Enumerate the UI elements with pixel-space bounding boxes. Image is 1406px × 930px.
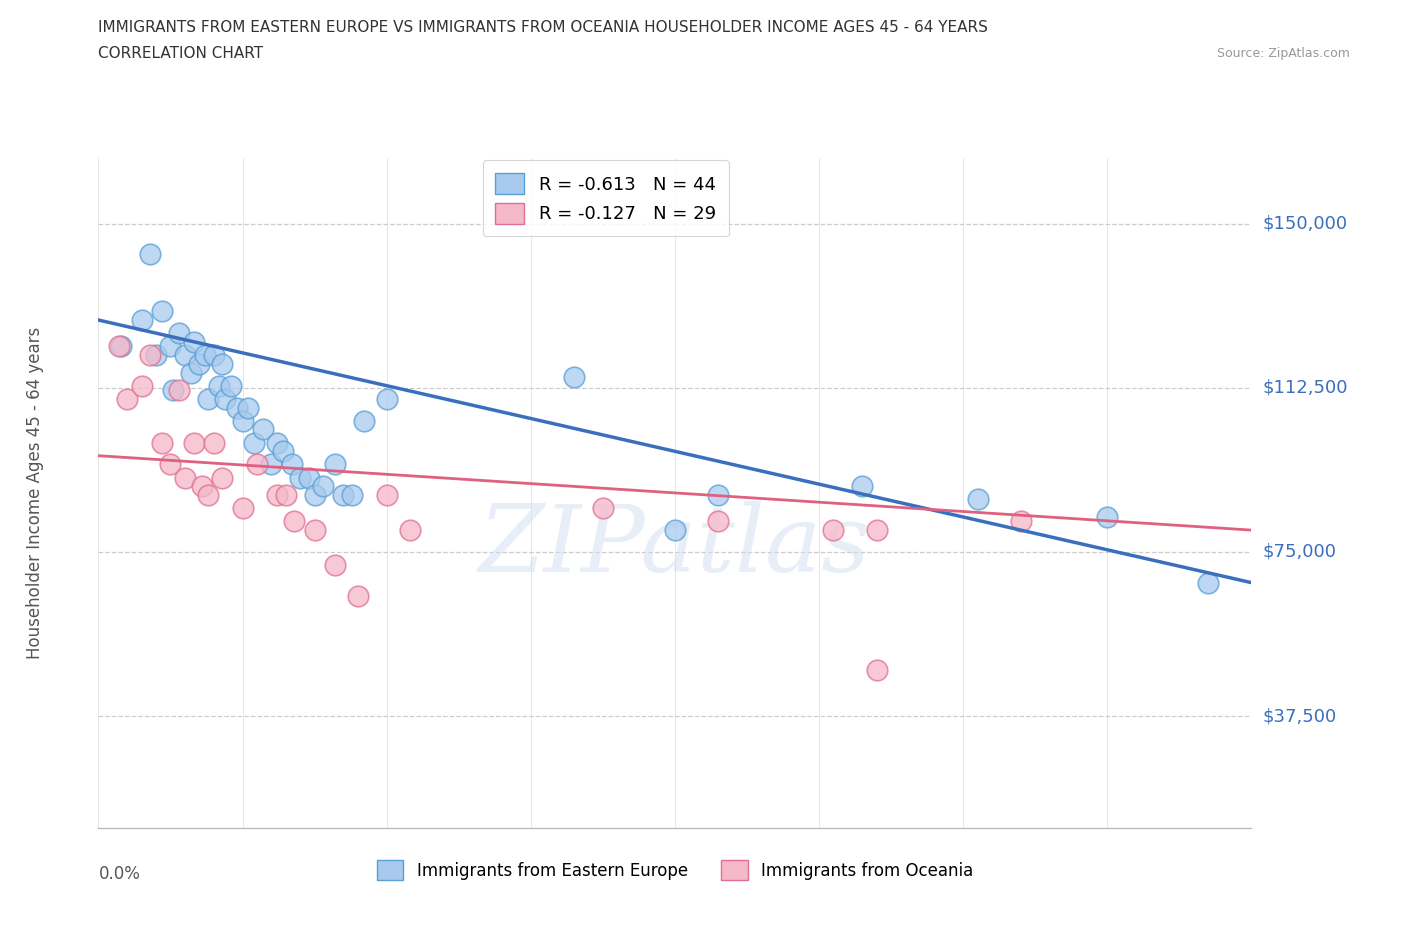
- Point: [159, 457, 181, 472]
- Point: [280, 457, 302, 472]
- Point: [162, 382, 184, 397]
- Text: ZIPatlas: ZIPatlas: [479, 501, 870, 591]
- Text: 0.0%: 0.0%: [98, 865, 141, 883]
- Point: [271, 444, 294, 458]
- Point: [304, 523, 326, 538]
- Point: [214, 392, 236, 406]
- Point: [266, 435, 288, 450]
- Point: [131, 312, 153, 327]
- Point: [211, 356, 233, 371]
- Point: [266, 487, 288, 502]
- Point: [243, 435, 266, 450]
- Point: [225, 400, 247, 415]
- Point: [283, 514, 305, 529]
- Point: [304, 487, 326, 502]
- Text: $150,000: $150,000: [1263, 215, 1348, 232]
- Point: [332, 487, 354, 502]
- Point: [202, 348, 225, 363]
- Point: [188, 356, 211, 371]
- Point: [117, 392, 138, 406]
- Text: Source: ZipAtlas.com: Source: ZipAtlas.com: [1216, 46, 1350, 60]
- Text: $37,500: $37,500: [1263, 707, 1337, 725]
- Text: CORRELATION CHART: CORRELATION CHART: [98, 46, 263, 61]
- Point: [823, 523, 845, 538]
- Point: [346, 589, 368, 604]
- Point: [150, 435, 173, 450]
- Text: IMMIGRANTS FROM EASTERN EUROPE VS IMMIGRANTS FROM OCEANIA HOUSEHOLDER INCOME AGE: IMMIGRANTS FROM EASTERN EUROPE VS IMMIGR…: [98, 20, 988, 35]
- Point: [107, 339, 129, 353]
- Point: [1197, 575, 1219, 590]
- Point: [180, 365, 202, 380]
- Point: [851, 479, 873, 494]
- Point: [966, 492, 988, 507]
- Point: [866, 663, 889, 678]
- Point: [145, 348, 167, 363]
- Point: [707, 514, 730, 529]
- Point: [252, 422, 274, 437]
- Point: [562, 369, 585, 384]
- Point: [238, 400, 260, 415]
- Point: [260, 457, 283, 472]
- Point: [150, 304, 173, 319]
- Point: [340, 487, 363, 502]
- Point: [375, 392, 398, 406]
- Point: [183, 335, 205, 350]
- Point: [1010, 514, 1032, 529]
- Point: [323, 457, 346, 472]
- Point: [353, 413, 375, 428]
- Text: $75,000: $75,000: [1263, 543, 1337, 561]
- Point: [398, 523, 420, 538]
- Point: [274, 487, 297, 502]
- Point: [139, 247, 162, 262]
- Point: [592, 500, 614, 515]
- Point: [664, 523, 686, 538]
- Point: [110, 339, 132, 353]
- Point: [167, 382, 190, 397]
- Point: [202, 435, 225, 450]
- Point: [231, 413, 254, 428]
- Point: [183, 435, 205, 450]
- Point: [219, 379, 242, 393]
- Point: [866, 523, 889, 538]
- Point: [208, 379, 231, 393]
- Point: [194, 348, 217, 363]
- Point: [375, 487, 398, 502]
- Point: [174, 471, 197, 485]
- Point: [131, 379, 153, 393]
- Text: Householder Income Ages 45 - 64 years: Householder Income Ages 45 - 64 years: [25, 326, 44, 659]
- Point: [246, 457, 269, 472]
- Point: [298, 471, 321, 485]
- Point: [231, 500, 254, 515]
- Point: [707, 487, 730, 502]
- Text: $112,500: $112,500: [1263, 379, 1348, 397]
- Point: [174, 348, 197, 363]
- Point: [159, 339, 181, 353]
- Point: [139, 348, 162, 363]
- Point: [312, 479, 335, 494]
- Point: [211, 471, 233, 485]
- Legend: Immigrants from Eastern Europe, Immigrants from Oceania: Immigrants from Eastern Europe, Immigran…: [370, 854, 980, 886]
- Point: [323, 558, 346, 573]
- Point: [290, 471, 312, 485]
- Point: [197, 487, 219, 502]
- Point: [197, 392, 219, 406]
- Point: [191, 479, 214, 494]
- Point: [167, 326, 190, 340]
- Point: [1097, 510, 1119, 525]
